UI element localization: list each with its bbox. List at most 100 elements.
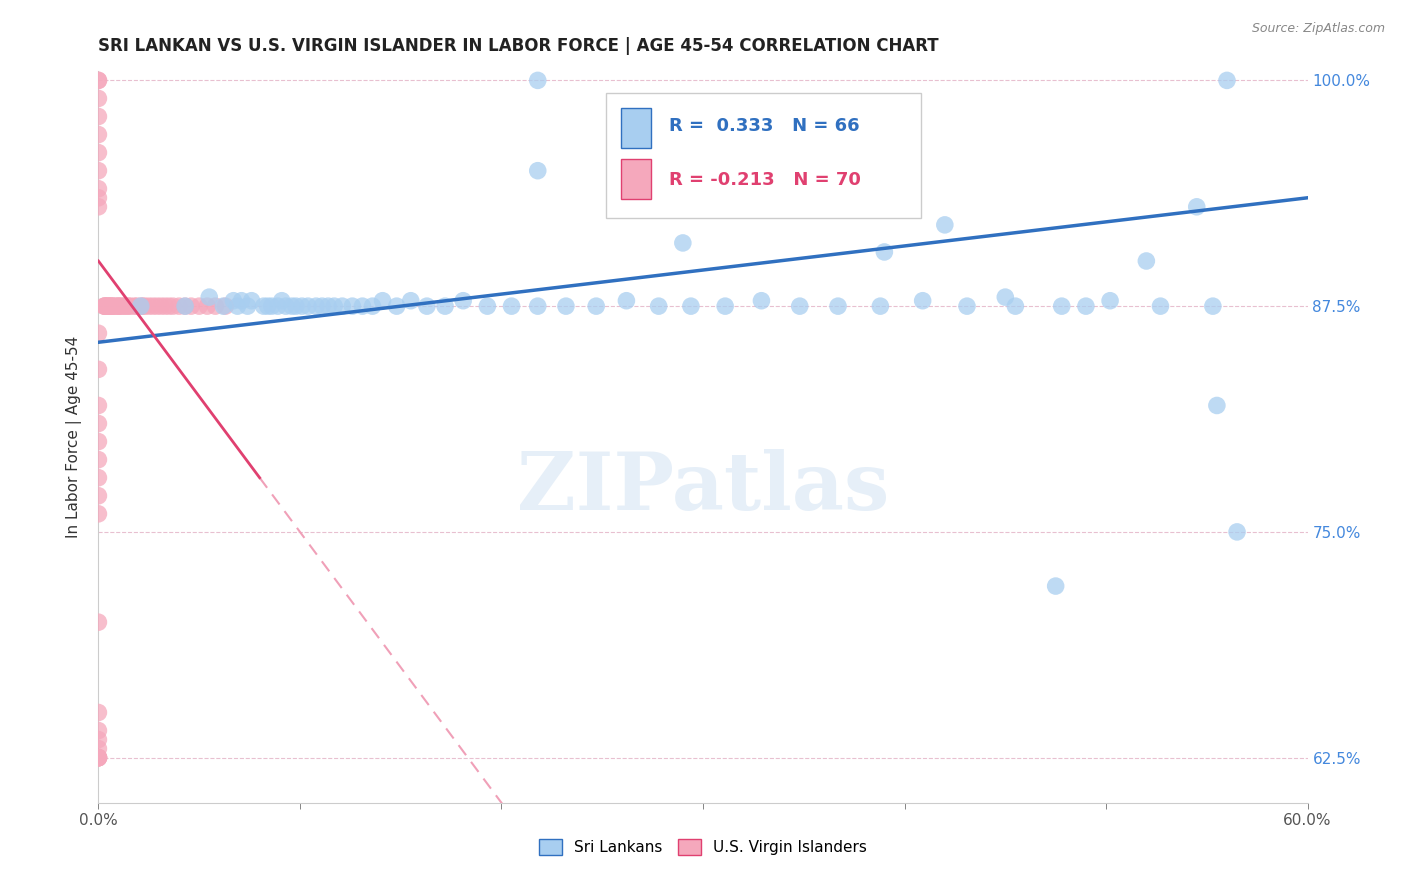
- Point: [174, 299, 197, 313]
- Text: SRI LANKAN VS U.S. VIRGIN ISLANDER IN LABOR FORCE | AGE 45-54 CORRELATION CHART: SRI LANKAN VS U.S. VIRGIN ISLANDER IN LA…: [98, 37, 939, 54]
- Point: [87, 750, 110, 764]
- Point: [120, 299, 142, 313]
- Point: [1074, 299, 1097, 313]
- Point: [87, 73, 110, 87]
- Point: [526, 163, 548, 178]
- Point: [270, 293, 292, 308]
- Point: [101, 299, 124, 313]
- Point: [87, 362, 110, 376]
- Point: [1202, 299, 1225, 313]
- Point: [195, 299, 218, 313]
- Point: [87, 434, 110, 449]
- Text: R = -0.213   N = 70: R = -0.213 N = 70: [669, 170, 860, 188]
- Point: [180, 299, 202, 313]
- Point: [198, 290, 221, 304]
- Point: [87, 489, 110, 503]
- Point: [267, 299, 290, 313]
- Point: [87, 417, 110, 431]
- Point: [107, 299, 129, 313]
- Point: [97, 299, 120, 313]
- Bar: [621, 159, 651, 199]
- Point: [434, 299, 457, 313]
- Point: [311, 299, 333, 313]
- Point: [260, 299, 283, 313]
- Point: [87, 706, 110, 720]
- Point: [87, 73, 110, 87]
- Point: [226, 299, 249, 313]
- Point: [96, 299, 118, 313]
- Point: [399, 293, 422, 308]
- Point: [1099, 293, 1122, 308]
- Point: [100, 299, 122, 313]
- Point: [305, 299, 328, 313]
- Point: [87, 741, 110, 756]
- Point: [274, 299, 297, 313]
- Point: [253, 299, 276, 313]
- Point: [87, 723, 110, 738]
- Point: [240, 293, 263, 308]
- Point: [188, 299, 211, 313]
- Point: [330, 299, 353, 313]
- Point: [111, 299, 134, 313]
- Point: [138, 299, 160, 313]
- Point: [1216, 73, 1239, 87]
- Point: [129, 299, 152, 313]
- Point: [87, 182, 110, 196]
- Point: [124, 299, 146, 313]
- Point: [167, 299, 190, 313]
- Point: [647, 299, 669, 313]
- Point: [97, 299, 120, 313]
- Y-axis label: In Labor Force | Age 45-54: In Labor Force | Age 45-54: [66, 336, 83, 538]
- Text: R =  0.333   N = 66: R = 0.333 N = 66: [669, 117, 859, 136]
- Point: [827, 299, 849, 313]
- Point: [87, 399, 110, 413]
- Point: [100, 299, 122, 313]
- Point: [87, 128, 110, 142]
- Point: [934, 218, 956, 232]
- Point: [352, 299, 374, 313]
- Point: [93, 299, 115, 313]
- Point: [714, 299, 737, 313]
- Point: [616, 293, 638, 308]
- Point: [994, 290, 1017, 304]
- Point: [125, 299, 148, 313]
- Point: [105, 299, 128, 313]
- Point: [385, 299, 408, 313]
- Point: [526, 73, 548, 87]
- Point: [416, 299, 439, 313]
- Point: [118, 299, 141, 313]
- Point: [1045, 579, 1067, 593]
- Point: [87, 507, 110, 521]
- Point: [555, 299, 578, 313]
- Point: [1004, 299, 1026, 313]
- Point: [873, 244, 896, 259]
- Point: [297, 299, 319, 313]
- Point: [87, 200, 110, 214]
- Point: [87, 750, 110, 764]
- Point: [87, 732, 110, 747]
- Point: [236, 299, 259, 313]
- Point: [256, 299, 278, 313]
- Point: [222, 293, 245, 308]
- Point: [174, 299, 197, 313]
- Point: [751, 293, 773, 308]
- Point: [281, 299, 304, 313]
- Point: [101, 299, 124, 313]
- Point: [87, 163, 110, 178]
- Point: [87, 750, 110, 764]
- Point: [93, 299, 115, 313]
- Point: [132, 299, 155, 313]
- Point: [149, 299, 172, 313]
- Legend: Sri Lankans, U.S. Virgin Islanders: Sri Lankans, U.S. Virgin Islanders: [533, 833, 873, 861]
- Point: [87, 471, 110, 485]
- Point: [451, 293, 474, 308]
- Point: [146, 299, 169, 313]
- Point: [672, 235, 695, 250]
- Point: [162, 299, 184, 313]
- Point: [87, 615, 110, 630]
- Point: [361, 299, 384, 313]
- Point: [679, 299, 702, 313]
- Point: [1206, 399, 1229, 413]
- Point: [87, 326, 110, 341]
- Point: [1135, 254, 1157, 268]
